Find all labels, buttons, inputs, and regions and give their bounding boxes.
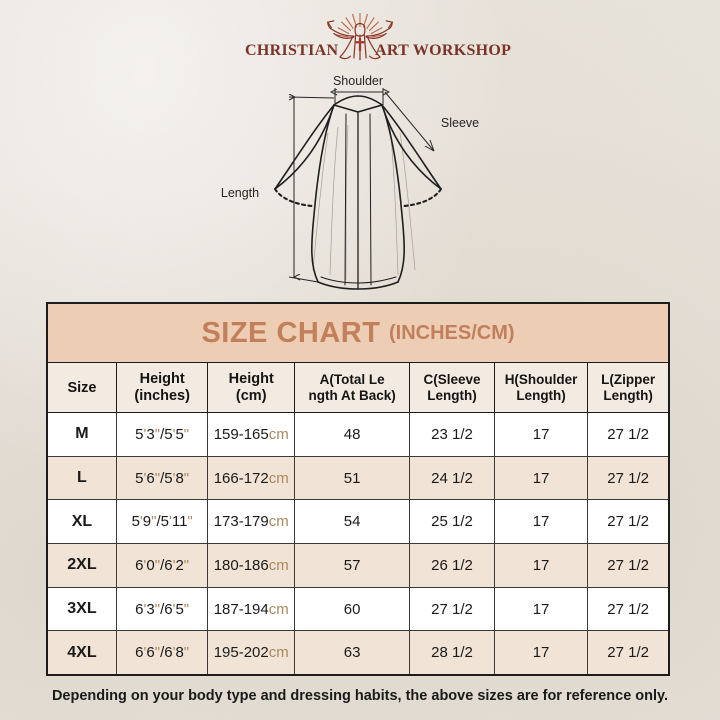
svg-text:Sleeve: Sleeve [441, 116, 479, 130]
svg-text:Length: Length [221, 186, 259, 200]
svg-text:Shoulder: Shoulder [333, 75, 383, 88]
